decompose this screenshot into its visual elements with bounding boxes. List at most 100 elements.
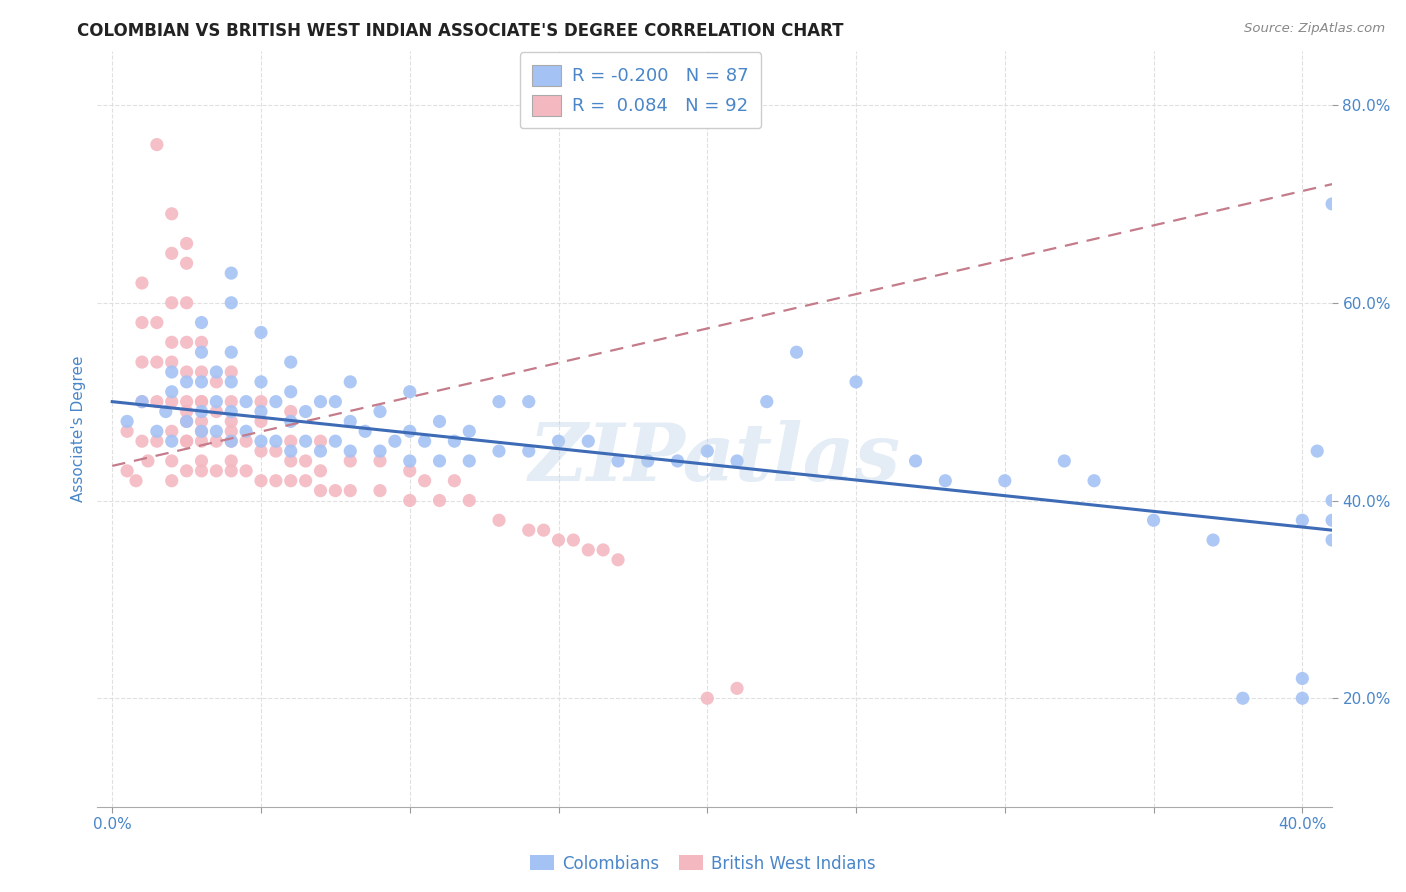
Point: [280, 444, 302, 458]
Point: [458, 425, 481, 439]
Point: [176, 295, 198, 310]
Point: [219, 375, 242, 389]
Point: [190, 394, 212, 409]
Point: [368, 483, 391, 498]
Point: [235, 394, 257, 409]
Point: [443, 434, 465, 449]
Point: [190, 345, 212, 359]
Point: [696, 444, 718, 458]
Point: [146, 434, 169, 449]
Point: [666, 454, 689, 468]
Point: [904, 454, 927, 468]
Point: [368, 444, 391, 458]
Point: [146, 137, 169, 152]
Point: [264, 434, 287, 449]
Point: [325, 394, 347, 409]
Point: [190, 335, 212, 350]
Point: [250, 444, 273, 458]
Point: [1320, 533, 1343, 547]
Point: [115, 464, 138, 478]
Point: [160, 335, 183, 350]
Point: [576, 543, 599, 558]
Point: [264, 474, 287, 488]
Point: [160, 295, 183, 310]
Point: [429, 414, 451, 428]
Point: [398, 454, 420, 468]
Point: [160, 365, 183, 379]
Point: [1083, 474, 1105, 488]
Point: [205, 404, 228, 418]
Point: [176, 394, 198, 409]
Text: COLOMBIAN VS BRITISH WEST INDIAN ASSOCIATE'S DEGREE CORRELATION CHART: COLOMBIAN VS BRITISH WEST INDIAN ASSOCIA…: [77, 22, 844, 40]
Point: [205, 434, 228, 449]
Point: [160, 474, 183, 488]
Point: [696, 691, 718, 706]
Point: [429, 493, 451, 508]
Point: [309, 464, 332, 478]
Point: [339, 454, 361, 468]
Point: [190, 425, 212, 439]
Point: [160, 246, 183, 260]
Point: [219, 345, 242, 359]
Point: [280, 434, 302, 449]
Point: [160, 454, 183, 468]
Point: [146, 355, 169, 369]
Point: [264, 444, 287, 458]
Point: [309, 394, 332, 409]
Point: [219, 464, 242, 478]
Point: [146, 316, 169, 330]
Point: [488, 394, 510, 409]
Point: [219, 454, 242, 468]
Point: [190, 375, 212, 389]
Point: [994, 474, 1017, 488]
Point: [517, 523, 540, 537]
Point: [458, 454, 481, 468]
Point: [219, 434, 242, 449]
Point: [443, 474, 465, 488]
Point: [160, 434, 183, 449]
Point: [562, 533, 585, 547]
Point: [250, 326, 273, 340]
Point: [1142, 513, 1164, 527]
Point: [190, 464, 212, 478]
Point: [294, 454, 316, 468]
Point: [136, 454, 159, 468]
Point: [115, 414, 138, 428]
Point: [205, 464, 228, 478]
Point: [131, 355, 153, 369]
Point: [190, 434, 212, 449]
Point: [160, 384, 183, 399]
Point: [176, 365, 198, 379]
Point: [250, 474, 273, 488]
Point: [398, 384, 420, 399]
Point: [280, 474, 302, 488]
Point: [845, 375, 868, 389]
Point: [1320, 513, 1343, 527]
Point: [155, 404, 177, 418]
Point: [219, 394, 242, 409]
Text: Source: ZipAtlas.com: Source: ZipAtlas.com: [1244, 22, 1385, 36]
Point: [219, 266, 242, 280]
Point: [219, 295, 242, 310]
Point: [533, 523, 555, 537]
Point: [339, 444, 361, 458]
Point: [368, 454, 391, 468]
Point: [250, 434, 273, 449]
Point: [219, 365, 242, 379]
Point: [413, 474, 436, 488]
Y-axis label: Associate's Degree: Associate's Degree: [72, 356, 86, 502]
Point: [176, 375, 198, 389]
Point: [176, 256, 198, 270]
Point: [1053, 454, 1076, 468]
Point: [146, 425, 169, 439]
Point: [176, 335, 198, 350]
Point: [429, 454, 451, 468]
Point: [1291, 513, 1313, 527]
Point: [131, 276, 153, 290]
Point: [219, 404, 242, 418]
Point: [517, 394, 540, 409]
Point: [325, 483, 347, 498]
Point: [517, 444, 540, 458]
Point: [607, 553, 630, 567]
Point: [1320, 197, 1343, 211]
